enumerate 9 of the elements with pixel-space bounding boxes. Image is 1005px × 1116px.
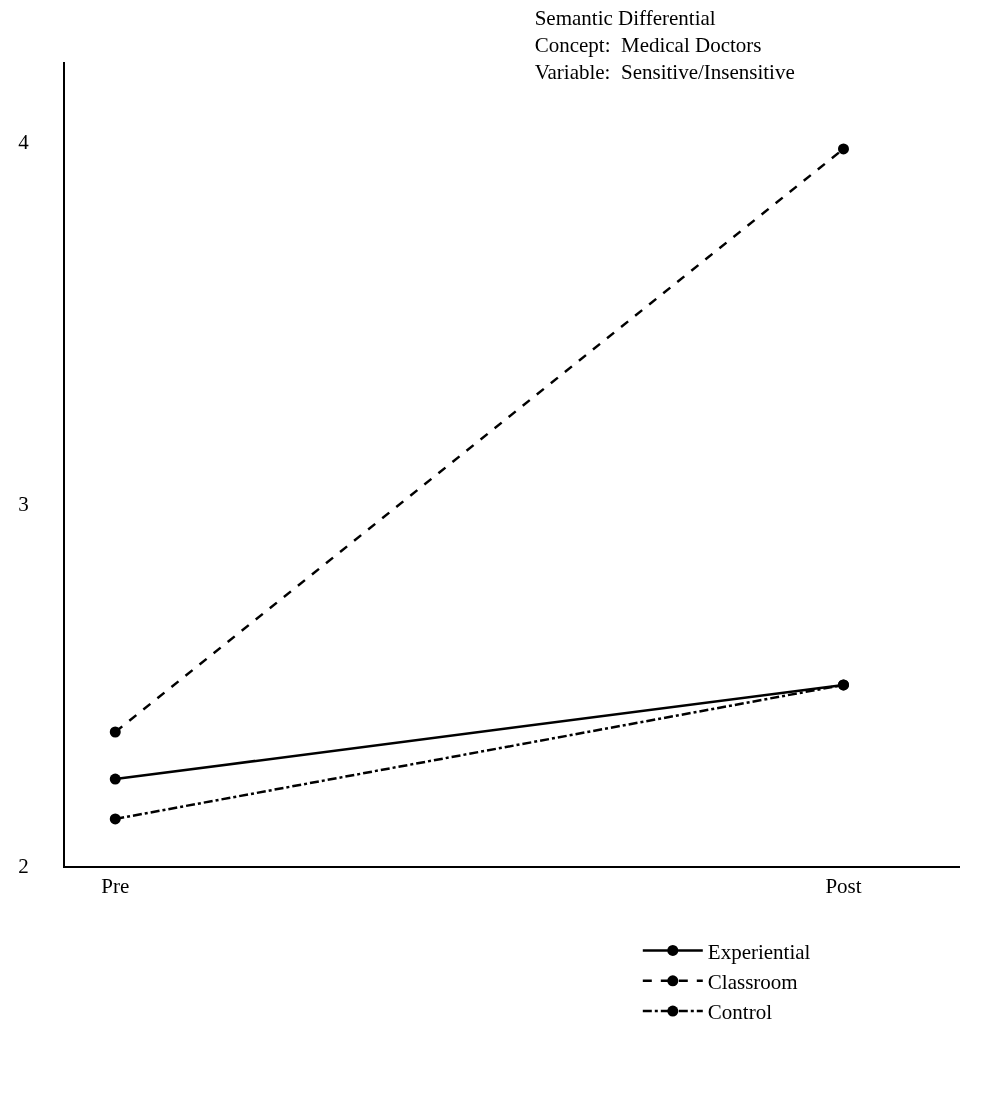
- x-tick-label: Post: [825, 874, 862, 899]
- y-tick-label: 3: [18, 492, 29, 517]
- chart-title: Semantic Differential Concept: Medical Doctors Variable: Sensitive/Insensitive: [534, 5, 795, 85]
- legend-label: Classroom: [707, 969, 798, 994]
- legend-label: Experiential: [707, 939, 811, 964]
- x-tick-label: Pre: [101, 874, 130, 899]
- y-tick-label: 2: [18, 854, 29, 879]
- legend-label: Control: [707, 1000, 773, 1025]
- y-tick-label: 4: [18, 130, 30, 155]
